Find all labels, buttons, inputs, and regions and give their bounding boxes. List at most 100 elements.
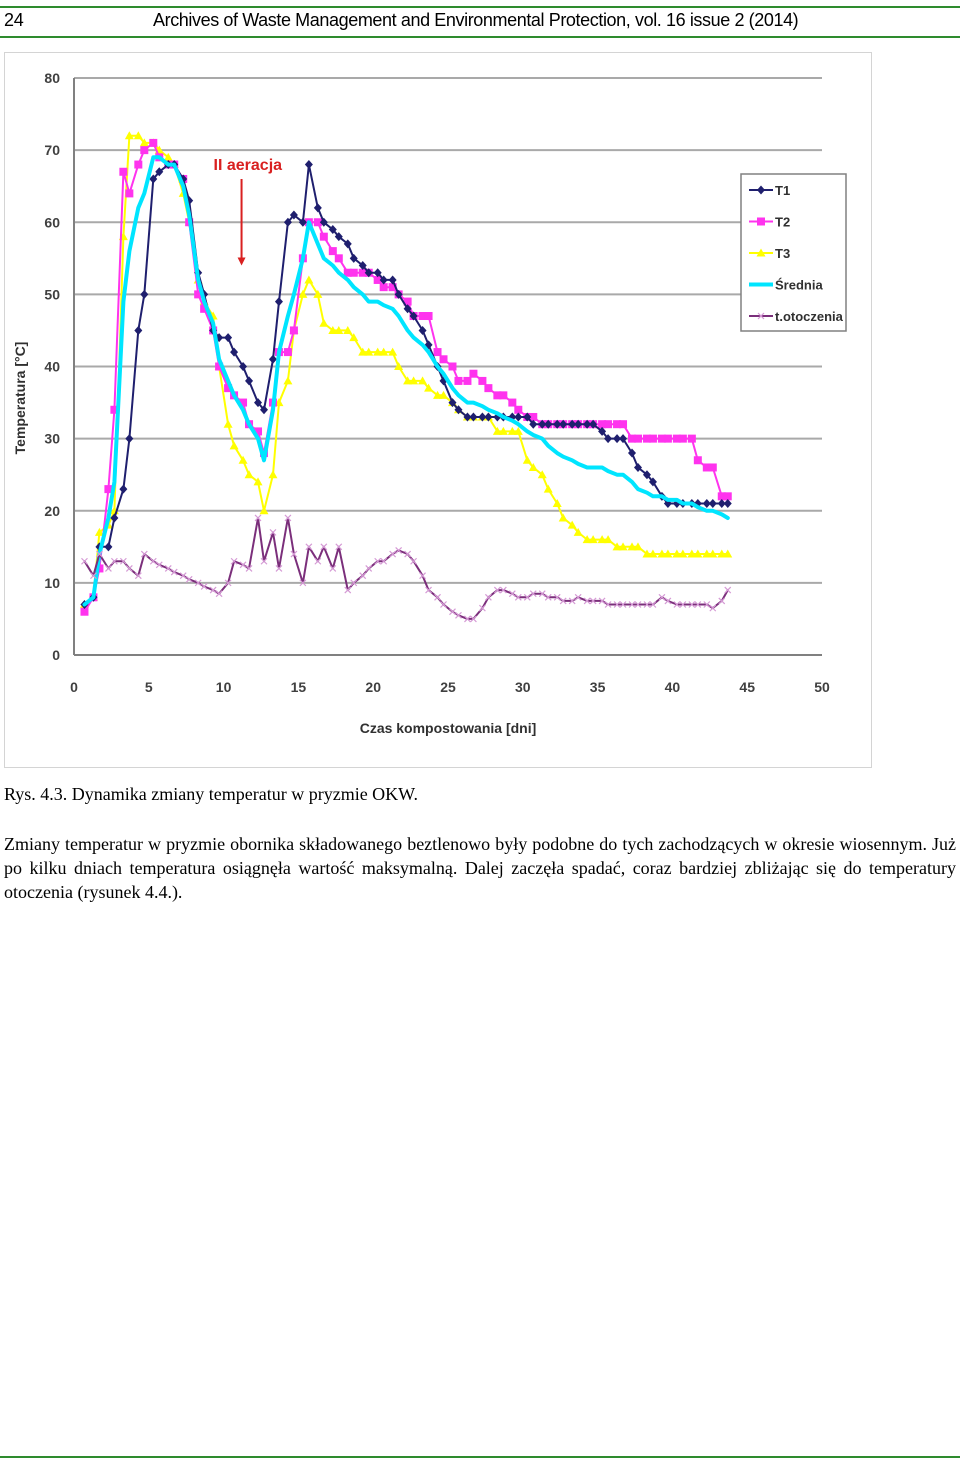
y-tick-label: 0 [52,647,60,663]
data-point-t3 [418,376,428,385]
data-point-t-otoczenia [598,597,606,605]
data-point-t-otoczenia [254,514,262,522]
footer-rule [0,1456,960,1458]
data-point-t-otoczenia [320,543,328,551]
data-point-t2 [358,268,367,277]
data-point-t1 [319,217,328,227]
data-point-t3 [223,419,233,428]
data-point-t3 [702,549,712,558]
data-point-t1 [388,275,397,285]
data-point-t-otoczenia [90,572,97,580]
data-point-t3 [717,549,727,558]
data-point-t-otoczenia [305,543,313,551]
data-point-t-otoczenia [470,615,477,623]
data-point-t2 [388,283,397,292]
data-point-t1 [274,297,283,307]
temperature-line-chart: 0 10 20 30 40 50 60 70 80 0 5 10 15 20 25 30 35 40 45 50 Cza… [12,70,847,736]
data-point-t-otoczenia [119,557,127,565]
data-point-t2 [463,376,472,385]
data-point-t2 [613,420,622,429]
data-point-t2 [319,232,328,241]
data-point-t3 [573,527,583,536]
data-point-t-otoczenia [664,597,672,605]
data-point-t2 [334,254,343,263]
data-point-t1 [268,354,277,364]
data-point-t-otoczenia [658,593,666,601]
x-tick-label: 50 [814,679,830,695]
data-point-t2 [723,492,732,501]
data-point-t-otoczenia [209,586,217,594]
data-point-t-otoczenia [395,546,403,554]
data-point-t3 [349,333,359,342]
data-point-t-otoczenia [643,601,651,608]
data-point-t3 [94,527,104,536]
data-point-t2 [349,268,358,277]
data-point-t1 [140,289,149,299]
data-point-t2 [439,355,448,364]
data-point-t2 [194,290,203,299]
data-point-t3 [522,455,532,464]
legend-item-t1: T1 [749,183,790,198]
y-tick-label: 70 [44,142,60,158]
data-point-t2 [648,434,657,443]
data-point-t2 [283,348,292,357]
data-point-t-otoczenia [688,601,696,608]
data-point-t1 [328,224,337,234]
data-point-t-otoczenia [155,561,163,569]
data-point-t-otoczenia [110,557,118,565]
body-paragraph: Zmiany temperatur w pryzmie obornika skł… [4,834,956,902]
data-point-t-otoczenia [559,597,567,605]
data-point-t-otoczenia [380,557,388,565]
x-tick-label: 20 [365,679,381,695]
data-point-t1 [544,419,553,429]
x-tick-label: 15 [291,679,307,695]
data-point-t-otoczenia [538,590,546,598]
data-point-t-otoczenia [185,575,193,583]
data-point-t3 [498,426,508,435]
data-point-t3 [343,325,353,334]
data-point-t-otoczenia [374,557,382,565]
series-t-otoczenia [81,514,732,623]
x-tick-label: 45 [739,679,755,695]
data-point-t-otoczenia [679,601,687,608]
data-point-t3 [319,318,329,327]
data-point-t3 [358,347,368,356]
data-point-t3 [334,325,344,334]
data-point-t-otoczenia [194,579,202,587]
data-point-t3 [603,535,613,544]
data-point-t1 [343,239,352,249]
data-point-t-otoczenia [449,608,456,616]
data-point-t2 [633,434,642,443]
data-point-t1 [149,174,158,184]
data-point-t1 [134,325,143,335]
data-point-t-otoczenia [200,583,208,590]
x-tick-label: 40 [665,679,681,695]
annotation-arrow-head [237,257,246,266]
data-point-t-otoczenia [649,601,657,608]
data-point-t1 [364,268,373,278]
data-point-t1 [304,160,313,170]
data-point-t3 [648,549,658,558]
data-point-t2 [343,268,352,277]
data-point-t-otoczenia [529,590,537,598]
data-point-t3 [582,535,592,544]
data-point-t2 [493,391,502,400]
data-point-t1 [529,419,538,429]
data-point-t2 [80,607,89,616]
data-point-t2 [702,463,711,472]
data-point-t2 [672,434,681,443]
y-tick-label: 80 [44,70,60,86]
series-t3 [79,131,733,609]
data-point-t-otoczenia [290,550,298,558]
data-point-t-otoczenia [508,590,516,598]
data-point-t-otoczenia [365,565,373,572]
data-point-t2 [373,275,382,284]
data-point-t-otoczenia [149,557,157,565]
data-point-t2 [678,434,687,443]
data-point-t1 [598,426,607,436]
data-point-t3 [379,347,389,356]
data-point-t3 [283,376,293,385]
data-point-t1 [394,289,403,299]
data-point-t3 [723,549,733,558]
data-point-t1 [125,434,134,444]
